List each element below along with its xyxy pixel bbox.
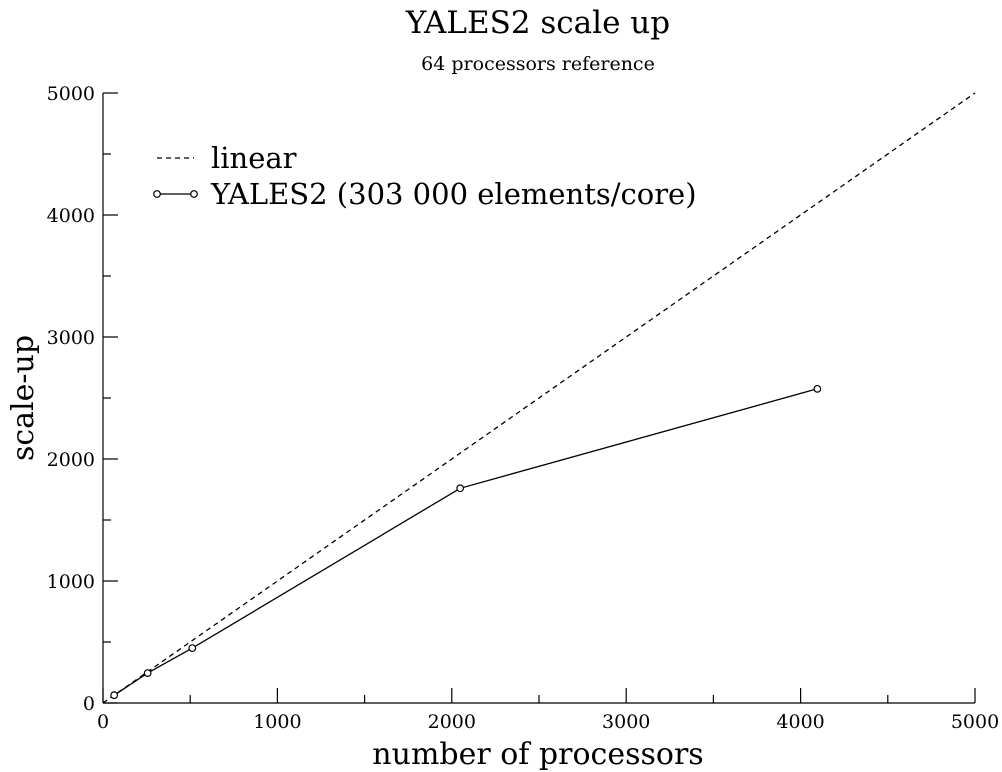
legend-label-1: YALES2 (303 000 elements/core) bbox=[210, 177, 697, 211]
legend-marker bbox=[153, 190, 161, 198]
chart-title: YALES2 scale up bbox=[405, 5, 670, 41]
y-tick-label: 5000 bbox=[47, 83, 95, 105]
series-line-1 bbox=[113, 388, 818, 696]
y-tick-label: 2000 bbox=[47, 449, 95, 471]
x-tick-label: 5000 bbox=[951, 711, 999, 733]
chart-subtitle: 64 processors reference bbox=[421, 53, 655, 75]
series-layer bbox=[102, 92, 976, 704]
y-tick-label: 1000 bbox=[47, 571, 95, 593]
x-tick-label: 3000 bbox=[602, 711, 650, 733]
legend-marker bbox=[190, 190, 198, 198]
data-point bbox=[813, 384, 822, 393]
data-point bbox=[143, 669, 152, 678]
x-tick-label: 4000 bbox=[776, 711, 824, 733]
data-point bbox=[456, 484, 465, 493]
ticks bbox=[102, 92, 976, 704]
x-tick-label: 2000 bbox=[428, 711, 476, 733]
x-tick-label: 1000 bbox=[253, 711, 301, 733]
data-point bbox=[188, 644, 197, 652]
data-point bbox=[110, 691, 119, 700]
y-tick-label: 0 bbox=[83, 693, 95, 715]
tick-labels: 0 1000 2000 3000 4000 5000 0 1000 2000 3000 4000 50… bbox=[47, 83, 1000, 733]
y-tick-label: 4000 bbox=[47, 205, 95, 227]
y-tick-label: 3000 bbox=[47, 327, 95, 349]
x-tick-label: 0 bbox=[97, 711, 109, 733]
y-axis-label: scale-up bbox=[6, 335, 41, 461]
series-line-0 bbox=[102, 92, 976, 704]
legend-label-0: linear bbox=[211, 141, 297, 175]
x-axis-label: number of processors bbox=[372, 737, 703, 772]
